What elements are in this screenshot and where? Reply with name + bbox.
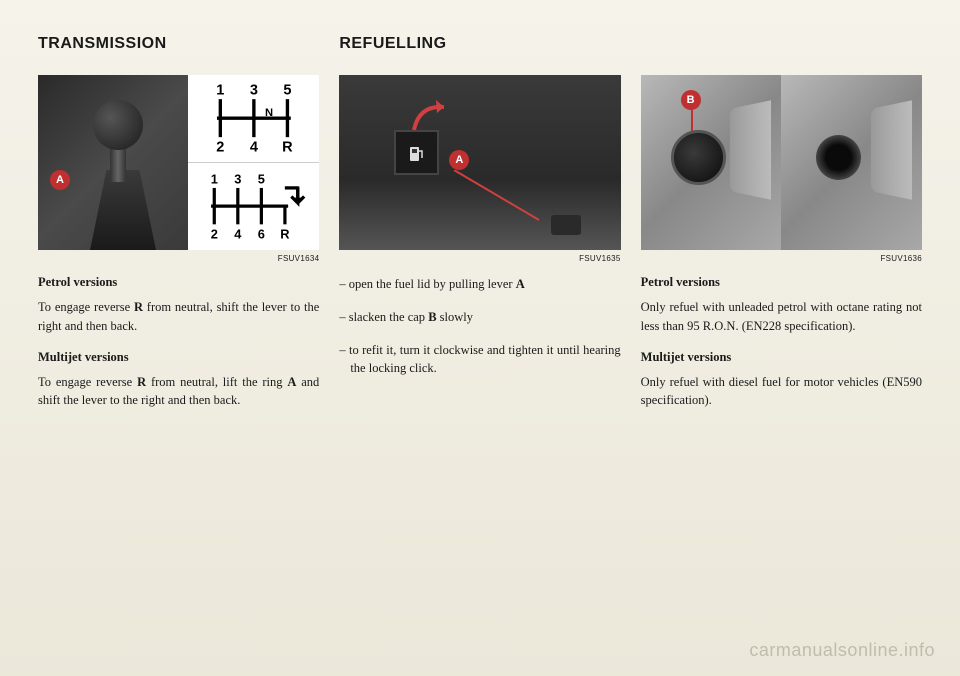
figure-fuel-cap: B bbox=[641, 75, 922, 250]
svg-text:6: 6 bbox=[258, 227, 265, 242]
subheading-petrol-2: Petrol versions bbox=[641, 275, 922, 290]
svg-text:1: 1 bbox=[216, 83, 224, 99]
heading-spacer bbox=[641, 35, 922, 75]
para-multijet-transmission: To engage reverse R from neutral, lift t… bbox=[38, 373, 319, 411]
column-1: TRANSMISSION A 1 3 5 bbox=[38, 35, 319, 424]
fuel-door-left bbox=[730, 100, 771, 199]
callout-b-icon: B bbox=[681, 90, 701, 110]
para-petrol-fuel: Only refuel with unleaded petrol with oc… bbox=[641, 298, 922, 336]
shift-diagram-5speed: 1 3 5 N 2 4 R bbox=[188, 75, 319, 163]
callout-line-b bbox=[691, 110, 693, 132]
svg-text:2: 2 bbox=[216, 140, 224, 156]
para-multijet-fuel: Only refuel with diesel fuel for motor v… bbox=[641, 373, 922, 411]
fuel-pump-icon bbox=[407, 143, 427, 163]
svg-text:5: 5 bbox=[283, 83, 291, 99]
svg-text:3: 3 bbox=[250, 83, 258, 99]
fuel-cap-open bbox=[781, 75, 922, 250]
subheading-petrol-1: Petrol versions bbox=[38, 275, 319, 290]
svg-text:4: 4 bbox=[234, 227, 242, 242]
para-refit: – to refit it, turn it clockwise and tig… bbox=[339, 341, 620, 379]
figure-caption-1: FSUV1634 bbox=[38, 254, 319, 263]
page-columns: TRANSMISSION A 1 3 5 bbox=[38, 35, 922, 424]
fuel-door-right bbox=[871, 100, 912, 199]
figure-caption-3: FSUV1636 bbox=[641, 254, 922, 263]
para-slacken-cap: – slacken the cap B slowly bbox=[339, 308, 620, 327]
heading-refuelling: REFUELLING bbox=[339, 35, 620, 53]
svg-text:R: R bbox=[280, 227, 289, 242]
para-petrol-transmission: To engage reverse R from neutral, shift … bbox=[38, 298, 319, 336]
column-2: REFUELLING A FSUV1635 – open the fuel l bbox=[339, 35, 620, 424]
fuel-filler-hole bbox=[816, 135, 861, 180]
callout-a-icon: A bbox=[50, 170, 70, 190]
shift-diagram-6speed: 1 3 5 2 4 6 bbox=[188, 163, 319, 250]
svg-text:R: R bbox=[282, 140, 293, 156]
subheading-multijet-1: Multijet versions bbox=[38, 350, 319, 365]
svg-text:5: 5 bbox=[258, 172, 265, 187]
fuel-cap-closed: B bbox=[641, 75, 782, 250]
gear-stick bbox=[110, 147, 126, 182]
subheading-multijet-2: Multijet versions bbox=[641, 350, 922, 365]
svg-text:N: N bbox=[265, 107, 273, 119]
lever bbox=[551, 215, 581, 235]
svg-text:4: 4 bbox=[250, 140, 258, 156]
gear-photo: A bbox=[38, 75, 188, 250]
arrow-icon bbox=[404, 95, 454, 135]
figure-caption-2: FSUV1635 bbox=[339, 254, 620, 263]
fuel-cap bbox=[671, 130, 726, 185]
svg-text:3: 3 bbox=[234, 172, 241, 187]
column-3: B FSUV1636 Petrol versions Only refuel w… bbox=[641, 35, 922, 424]
shift-patterns: 1 3 5 N 2 4 R 1 bbox=[188, 75, 319, 250]
gear-boot bbox=[68, 170, 178, 250]
fuel-release-button bbox=[394, 130, 439, 175]
heading-transmission: TRANSMISSION bbox=[38, 35, 319, 53]
callout-a2-icon: A bbox=[449, 150, 469, 170]
para-open-lid: – open the fuel lid by pulling lever A bbox=[339, 275, 620, 294]
watermark: carmanualsonline.info bbox=[749, 640, 935, 661]
gear-knob bbox=[93, 100, 143, 150]
svg-text:1: 1 bbox=[211, 172, 218, 187]
svg-text:2: 2 bbox=[211, 227, 218, 242]
figure-transmission: A 1 3 5 N 2 4 R bbox=[38, 75, 319, 250]
callout-line bbox=[449, 170, 549, 230]
figure-fuel-lever: A bbox=[339, 75, 620, 250]
